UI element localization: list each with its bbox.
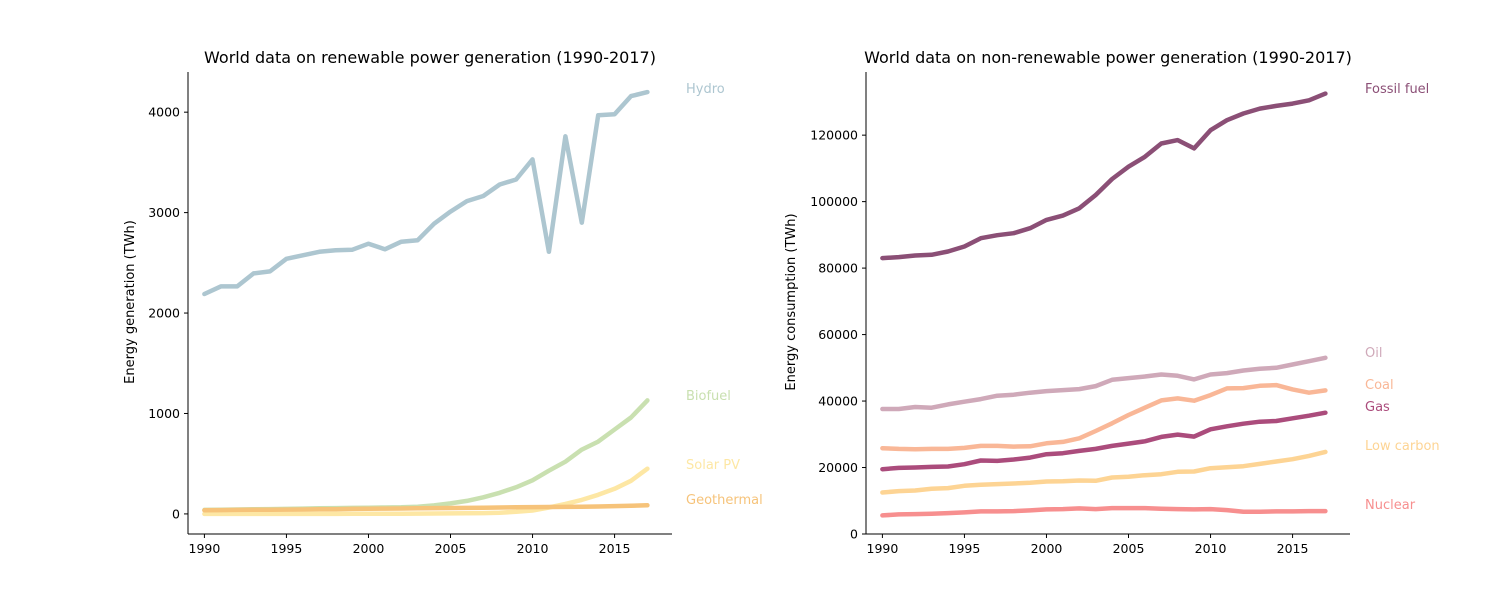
- y-tick-label: 0: [850, 527, 858, 542]
- renewable-chart: World data on renewable power generation…: [123, 48, 763, 556]
- chart-title: World data on non-renewable power genera…: [864, 48, 1352, 67]
- x-tick-label: 2000: [1031, 541, 1063, 556]
- x-tick-label: 1990: [189, 541, 221, 556]
- x-tick-label: 2015: [599, 541, 631, 556]
- y-tick-label: 2000: [148, 306, 180, 321]
- plot-area: 1990 1995 2000 2005 2010 2015 0 1000 2000 3000 400…: [148, 72, 763, 556]
- series-label-gas: Gas: [1365, 400, 1390, 415]
- y-axis-label: Energy generation (TWh): [123, 220, 138, 384]
- y-axis-label: Energy consumption (TWh): [784, 213, 799, 390]
- series-line-nuclear: [880, 505, 1328, 518]
- series-line-geothermal: [202, 503, 650, 513]
- x-tick-label: 1995: [949, 541, 981, 556]
- y-tick-label: 100000: [810, 194, 858, 209]
- series-line-biofuel: [202, 398, 650, 513]
- chart-title: World data on renewable power generation…: [204, 48, 656, 67]
- y-tick-label: 1000: [148, 406, 180, 421]
- y-tick-label: 20000: [818, 460, 858, 475]
- series-label-nuclear: Nuclear: [1365, 498, 1416, 513]
- series-label-coal: Coal: [1365, 378, 1394, 393]
- series-line-fossil-fuel: [880, 91, 1328, 261]
- series-label-hydro: Hydro: [686, 82, 725, 97]
- plot-area: 1990 1995 2000 2005 2010 2015 0 20000 40000 60000…: [810, 72, 1440, 556]
- series-label-geothermal: Geothermal: [686, 493, 763, 508]
- non-renewable-chart: World data on non-renewable power genera…: [784, 48, 1440, 556]
- series-line-oil: [880, 355, 1328, 412]
- y-tick-label: 3000: [148, 205, 180, 220]
- y-tick-label: 60000: [818, 327, 858, 342]
- x-tick-label: 2005: [435, 541, 467, 556]
- series-line-solar-pv: [202, 466, 650, 517]
- x-tick-label: 2000: [353, 541, 385, 556]
- series-label-low-carbon: Low carbon: [1365, 439, 1440, 454]
- x-tick-label: 1990: [867, 541, 899, 556]
- x-tick-label: 2015: [1277, 541, 1309, 556]
- series-line-gas: [880, 410, 1328, 472]
- x-tick-label: 2005: [1113, 541, 1145, 556]
- series-label-fossil-fuel: Fossil fuel: [1365, 82, 1429, 97]
- series-line-low-carbon: [880, 449, 1328, 495]
- series-line-hydro: [202, 89, 650, 297]
- series-label-solar-pv: Solar PV: [686, 458, 740, 473]
- y-tick-label: 40000: [818, 394, 858, 409]
- y-tick-label: 80000: [818, 261, 858, 276]
- y-tick-label: 120000: [810, 128, 858, 143]
- x-tick-label: 2010: [1195, 541, 1227, 556]
- y-tick-label: 0: [172, 506, 180, 521]
- y-tick-label: 4000: [148, 105, 180, 120]
- x-tick-label: 2010: [517, 541, 549, 556]
- series-line-coal: [880, 382, 1328, 452]
- series-label-biofuel: Biofuel: [686, 389, 731, 404]
- x-tick-label: 1995: [271, 541, 303, 556]
- series-label-oil: Oil: [1365, 346, 1382, 361]
